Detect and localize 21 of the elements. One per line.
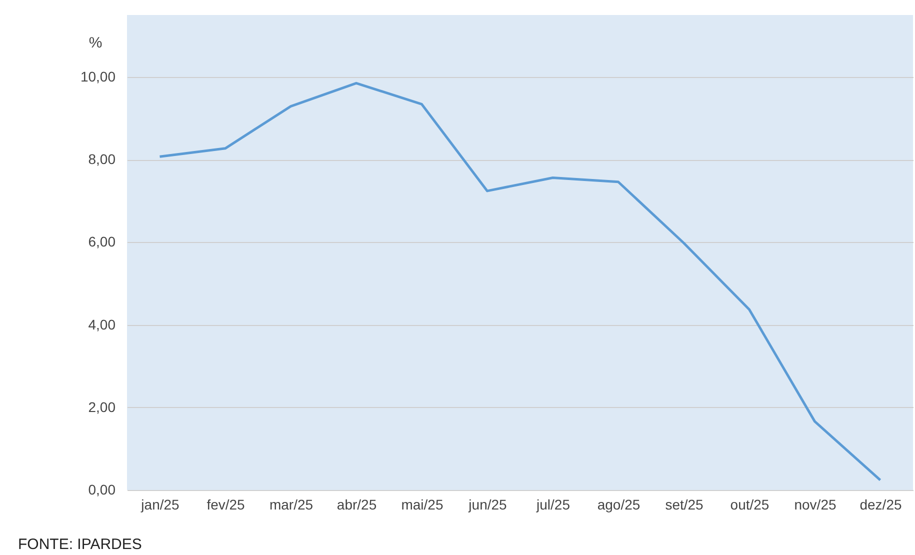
y-tick-label: 2,00 [88,398,116,415]
x-tick-label: jul/25 [536,496,570,512]
x-tick-label: dez/25 [860,496,902,512]
x-tick-label: abr/25 [336,496,377,512]
x-tick-label: fev/25 [206,496,246,512]
x-tick-label: mai/25 [401,496,444,512]
y-tick-label: 0,00 [88,482,116,498]
y-tick-label: 4,00 [88,316,116,332]
x-tick-label: jan/25 [140,496,180,512]
y-tick-label: 6,00 [88,234,116,250]
x-tick-label: jun/25 [468,496,508,512]
source-note: FONTE: IPARDES [18,536,142,553]
x-tick-label: set/25 [665,496,704,512]
x-tick-label: out/25 [730,496,770,512]
x-tick-label: nov/25 [794,496,836,512]
x-tick-label: ago/25 [597,496,640,512]
y-axis-title: % [88,34,102,52]
x-tick-label: mar/25 [269,496,314,512]
y-tick-label: 8,00 [88,151,116,168]
line-series [158,82,882,482]
y-tick-label: 10,00 [80,68,116,84]
